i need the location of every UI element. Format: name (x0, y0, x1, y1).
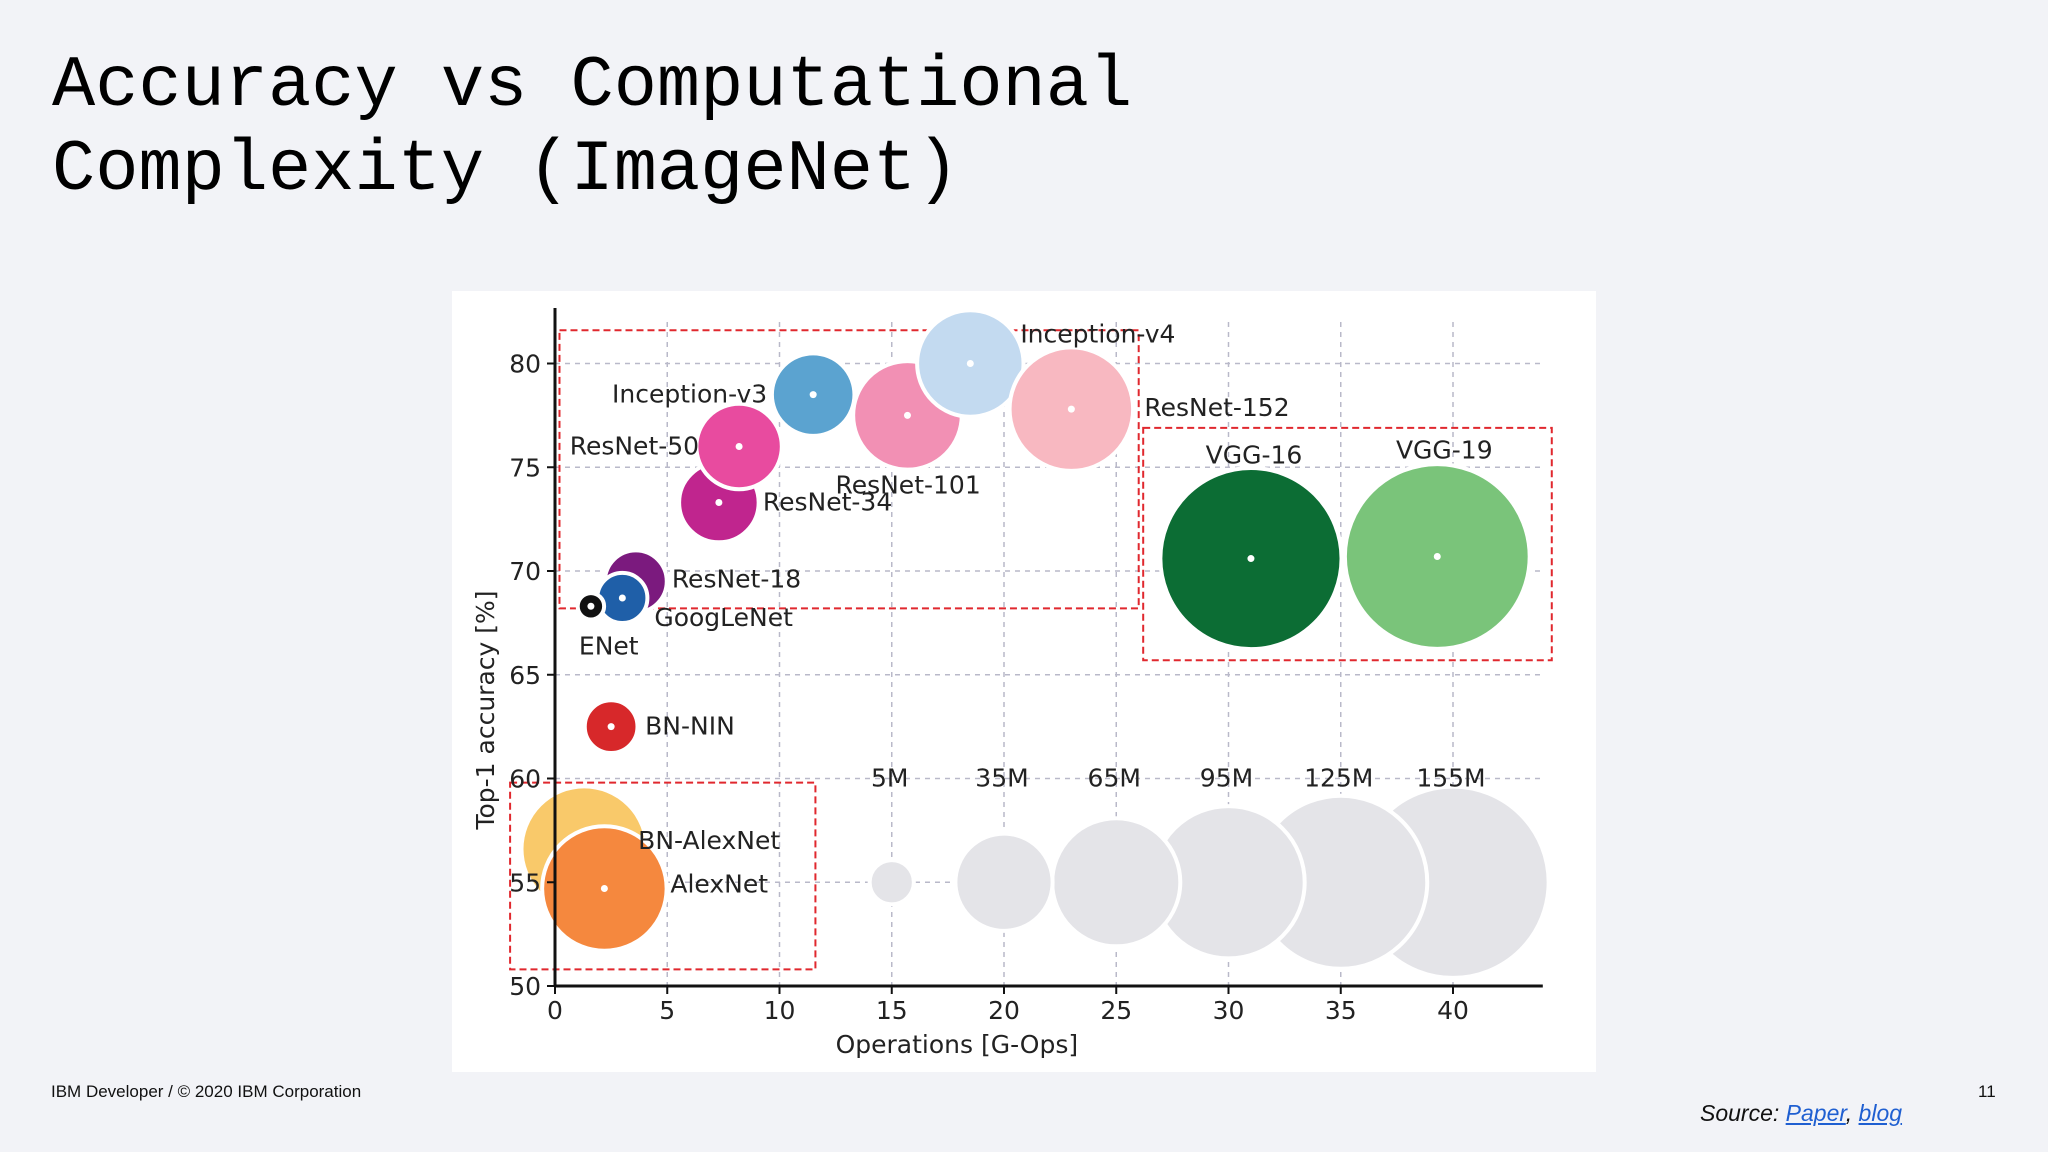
source-note: Source: Paper, blog (1700, 1100, 1902, 1127)
label-resnet-101: ResNet-101 (835, 470, 980, 499)
size-legend-bubble-5m (867, 858, 916, 907)
label-resnet-50: ResNet-50 (570, 432, 699, 461)
size-legend (867, 784, 1551, 980)
x-tick-label: 35 (1325, 996, 1357, 1025)
bubble-center-vgg-19 (1433, 552, 1441, 560)
x-tick-label: 15 (876, 996, 908, 1025)
x-tick-label: 40 (1437, 996, 1469, 1025)
x-tick-label: 25 (1100, 996, 1132, 1025)
x-tick-label: 5 (659, 996, 675, 1025)
y-tick-label: 50 (509, 972, 541, 1001)
size-legend-label-95m: 95M (1200, 764, 1253, 793)
axes: 0 5 10 15 20 25 30 35 40 50 55 60 65 70 75 80 Operations… (471, 308, 1543, 1059)
label-inception-v4: Inception-v4 (1020, 320, 1175, 349)
size-legend-label-35m: 35M (975, 764, 1028, 793)
label-resnet-152: ResNet-152 (1144, 393, 1289, 422)
size-legend-bubble-65m (1050, 816, 1183, 949)
size-legend-label-155m: 155M (1416, 764, 1485, 793)
point-labels: 5M 35M 65M 95M 125M 155M BN-AlexNet AlexNet BN-N… (570, 320, 1493, 899)
label-googlenet: GoogLeNet (654, 603, 793, 632)
x-tick-label: 0 (547, 996, 563, 1025)
size-legend-bubble-35m (953, 831, 1055, 933)
bubble-chart: 0 5 10 15 20 25 30 35 40 50 55 60 65 70 75 80 Operations… (471, 308, 1553, 1059)
label-resnet-18: ResNet-18 (672, 564, 801, 593)
bubble-center-resnet-152 (1067, 405, 1075, 413)
footer-copyright: IBM Developer / © 2020 IBM Corporation (51, 1082, 362, 1101)
size-legend-label-5m: 5M (871, 764, 908, 793)
label-bn-alexnet: BN-AlexNet (638, 826, 780, 855)
bubble-center-inception-v3 (809, 391, 817, 399)
bubble-center-alexnet (600, 884, 608, 892)
y-tick-label: 80 (509, 350, 541, 379)
label-bn-nin: BN-NIN (645, 712, 735, 741)
blog-link[interactable]: blog (1858, 1100, 1903, 1126)
slide-title-line-1: Accuracy vs Computational (52, 45, 1133, 127)
source-separator: , (1845, 1100, 1853, 1126)
slide-title: Accuracy vs Computational Complexity (Im… (52, 44, 1452, 212)
highlight-box-efficient (558, 329, 1140, 610)
bubble-center-resnet-50 (735, 443, 743, 450)
highlight-box-vgg (1142, 426, 1553, 662)
label-vgg-16: VGG-16 (1206, 441, 1303, 470)
source-label: Source: (1700, 1100, 1780, 1126)
bubble-center-googlenet (618, 594, 626, 602)
label-enet: ENet (579, 631, 639, 660)
size-legend-label-125m: 125M (1304, 764, 1373, 793)
bubble-center-vgg-16 (1247, 555, 1255, 563)
slide-title-line-2: Complexity (ImageNet) (52, 129, 960, 211)
y-tick-label: 70 (509, 557, 541, 586)
y-axis-title: Top-1 accuracy [%] (471, 590, 500, 830)
label-vgg-19: VGG-19 (1396, 435, 1493, 464)
x-tick-label: 10 (764, 996, 796, 1025)
data-bubbles (519, 308, 1532, 953)
label-inception-v3: Inception-v3 (612, 380, 767, 409)
bubble-center-resnet-34 (715, 499, 723, 507)
bubble-center-resnet-101 (903, 411, 911, 419)
y-tick-label: 60 (509, 765, 541, 794)
page-number: 11 (1978, 1082, 1996, 1101)
bubble-center-bn-nin (607, 723, 615, 731)
paper-link[interactable]: Paper (1785, 1100, 1846, 1126)
label-resnet-34: ResNet-34 (763, 488, 892, 517)
chart-panel: 0 5 10 15 20 25 30 35 40 50 55 60 65 70 75 80 Operations… (452, 291, 1596, 1072)
y-tick-label: 55 (509, 868, 541, 897)
y-tick-label: 75 (509, 453, 541, 482)
highlight-box-alexnet (509, 781, 817, 971)
x-tick-label: 20 (988, 996, 1020, 1025)
size-legend-label-65m: 65M (1088, 764, 1141, 793)
y-tick-label: 65 (509, 661, 541, 690)
label-alexnet: AlexNet (670, 869, 768, 898)
x-tick-label: 30 (1213, 996, 1245, 1025)
bubble-center-inception-v4 (966, 360, 974, 367)
highlight-boxes (509, 329, 1553, 971)
x-axis-title: Operations [G-Ops] (836, 1030, 1079, 1059)
bubble-center-enet (587, 602, 595, 610)
